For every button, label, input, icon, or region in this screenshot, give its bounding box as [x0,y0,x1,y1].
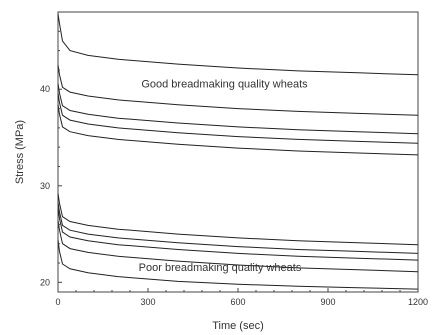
y-tick-label: 30 [40,181,50,191]
plot-frame [57,11,419,293]
x-axis-title: Time (sec) [212,320,264,332]
series-8-line [57,208,419,261]
x-tick-label: 1200 [408,297,428,307]
series-7-line [57,202,419,254]
y-axis-title: Stress (MPa) [14,120,26,184]
x-tick-label: 300 [140,297,155,307]
annotations-group: Good breadmaking quality wheats Poor brea… [139,78,308,273]
curves-group [57,13,419,290]
y-tick-label: 20 [40,277,50,287]
series-4-line [57,93,419,144]
x-tick-label: 900 [320,297,335,307]
annotation-label: Poor breadmaking quality wheats [139,262,302,274]
series-2-line [57,65,419,116]
series-1-line [57,13,419,76]
series-3-line [57,83,419,135]
x-tick-label: 600 [230,297,245,307]
series-6-line [57,193,419,246]
series-10-line [57,239,419,290]
series-5-line [57,104,419,156]
y-axis: 20 30 40 [40,30,62,287]
series-9-line [57,220,419,273]
x-axis: 0 300 600 900 1200 [55,288,428,307]
x-tick-label: 0 [55,297,60,307]
y-tick-label: 40 [40,84,50,94]
annotation-label: Good breadmaking quality wheats [141,78,308,90]
